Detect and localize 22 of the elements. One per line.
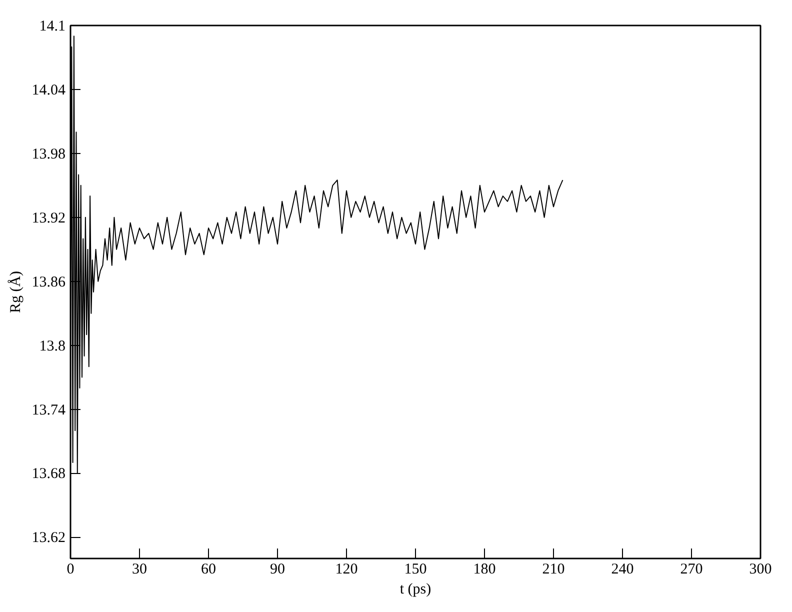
- y-tick-label: 13.98: [32, 146, 66, 162]
- x-tick-label: 300: [749, 562, 772, 578]
- y-tick-label: 13.62: [32, 530, 66, 546]
- y-tick-label: 13.86: [32, 274, 66, 290]
- x-tick-label: 180: [473, 562, 496, 578]
- y-tick-label: 14.04: [32, 82, 66, 98]
- x-tick-label: 60: [201, 562, 216, 578]
- x-tick-label: 240: [611, 562, 634, 578]
- x-tick-label: 0: [66, 562, 74, 578]
- x-axis-title: t (ps): [400, 582, 432, 598]
- y-tick-label: 13.8: [39, 338, 66, 354]
- x-tick-label: 120: [335, 562, 358, 578]
- y-tick-label: 14.1: [39, 18, 66, 34]
- y-tick-label: 13.68: [32, 466, 66, 482]
- x-tick-label: 270: [680, 562, 703, 578]
- x-tick-label: 150: [404, 562, 427, 578]
- y-tick-label: 13.74: [32, 402, 66, 418]
- x-tick-label: 90: [270, 562, 285, 578]
- y-axis-title: Rg (Å): [6, 270, 24, 314]
- y-tick-label: 13.92: [32, 210, 66, 226]
- x-tick-label: 210: [542, 562, 565, 578]
- x-tick-label: 30: [132, 562, 147, 578]
